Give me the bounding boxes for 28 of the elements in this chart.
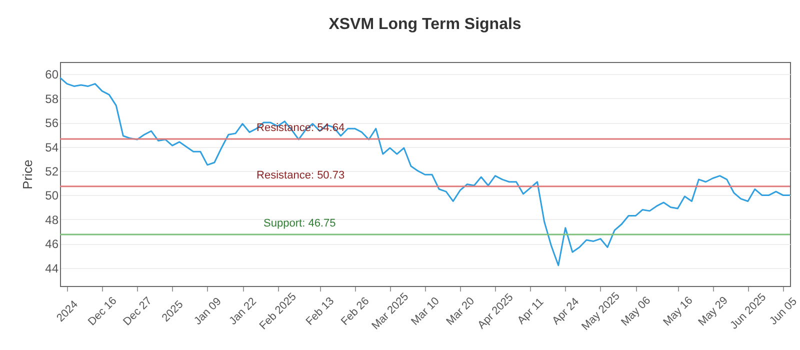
y-tick-label: 56 <box>45 116 59 130</box>
y-tick-label: 60 <box>45 68 59 82</box>
y-tick-label: 46 <box>45 237 59 252</box>
x-tick-label: Dec 27 <box>121 294 154 328</box>
y-tick-label: 54 <box>45 140 59 154</box>
x-tick-label: Jun 05 <box>768 296 800 328</box>
y-tick-label: 50 <box>45 188 59 203</box>
y-tick-label: 44 <box>45 261 59 276</box>
x-tick-label: Jan 09 <box>192 296 224 328</box>
ref-line-label: Resistance: 50.73 <box>256 169 345 182</box>
y-tick-label: 58 <box>45 92 59 106</box>
x-tick-label: Feb 13 <box>304 295 337 328</box>
y-tick-label: 52 <box>45 164 59 178</box>
x-tick-label: May 29 <box>696 294 730 328</box>
x-tick-label: Mar 10 <box>409 295 442 328</box>
x-tick-label: Mar 20 <box>444 295 477 328</box>
y-tick-label: 48 <box>45 212 59 227</box>
x-tick-label: Feb 26 <box>338 295 372 328</box>
x-tick-label: May 16 <box>661 294 696 328</box>
y-axis-title: Price <box>20 160 36 190</box>
x-tick-label: May 06 <box>619 294 654 328</box>
x-tick-label: Jan 22 <box>227 296 259 328</box>
line-series <box>59 76 791 266</box>
x-tick-label: Apr 24 <box>550 296 582 328</box>
ref-line-label: Support: 46.75 <box>264 218 336 230</box>
chart-title: XSVM Long Term Signals <box>328 16 522 33</box>
x-tick-label: Apr 11 <box>515 296 546 327</box>
x-tick-label: Dec 16 <box>86 294 120 328</box>
